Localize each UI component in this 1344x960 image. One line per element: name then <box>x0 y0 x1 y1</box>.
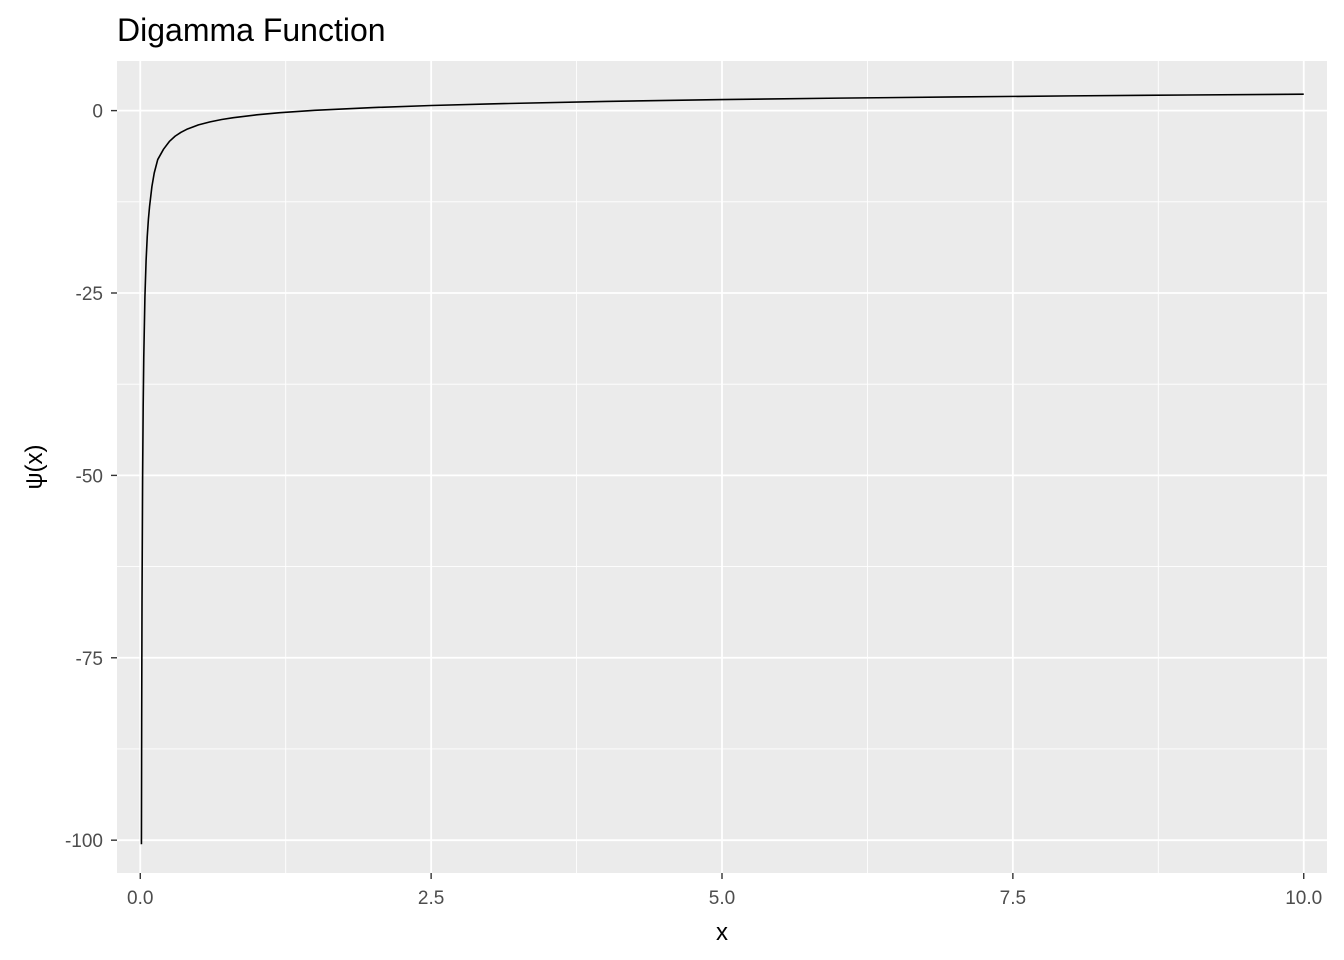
chart-title: Digamma Function <box>117 12 386 48</box>
x-axis: 0.0 2.5 5.0 7.5 10.0 <box>127 873 1322 909</box>
x-axis-title: x <box>716 919 728 946</box>
x-tick-label-2: 5.0 <box>709 888 735 909</box>
x-tick-label-3: 7.5 <box>1000 888 1026 909</box>
y-tick-label-1: -25 <box>76 284 103 305</box>
major-gridlines <box>117 61 1327 873</box>
y-tick-label-2: -50 <box>76 466 103 487</box>
x-tick-label-1: 2.5 <box>418 888 444 909</box>
y-tick-label-3: -75 <box>76 649 103 670</box>
x-tick-label-0: 0.0 <box>127 888 153 909</box>
y-axis: 0 -25 -50 -75 -100 <box>65 102 117 852</box>
series-layer <box>140 93 1304 845</box>
x-tick-label-4: 10.0 <box>1285 888 1322 909</box>
y-tick-label-0: 0 <box>92 102 103 123</box>
digamma-line-0 <box>140 93 1304 845</box>
y-axis-title: ψ(x) <box>21 444 48 489</box>
y-tick-label-4: -100 <box>65 831 103 852</box>
